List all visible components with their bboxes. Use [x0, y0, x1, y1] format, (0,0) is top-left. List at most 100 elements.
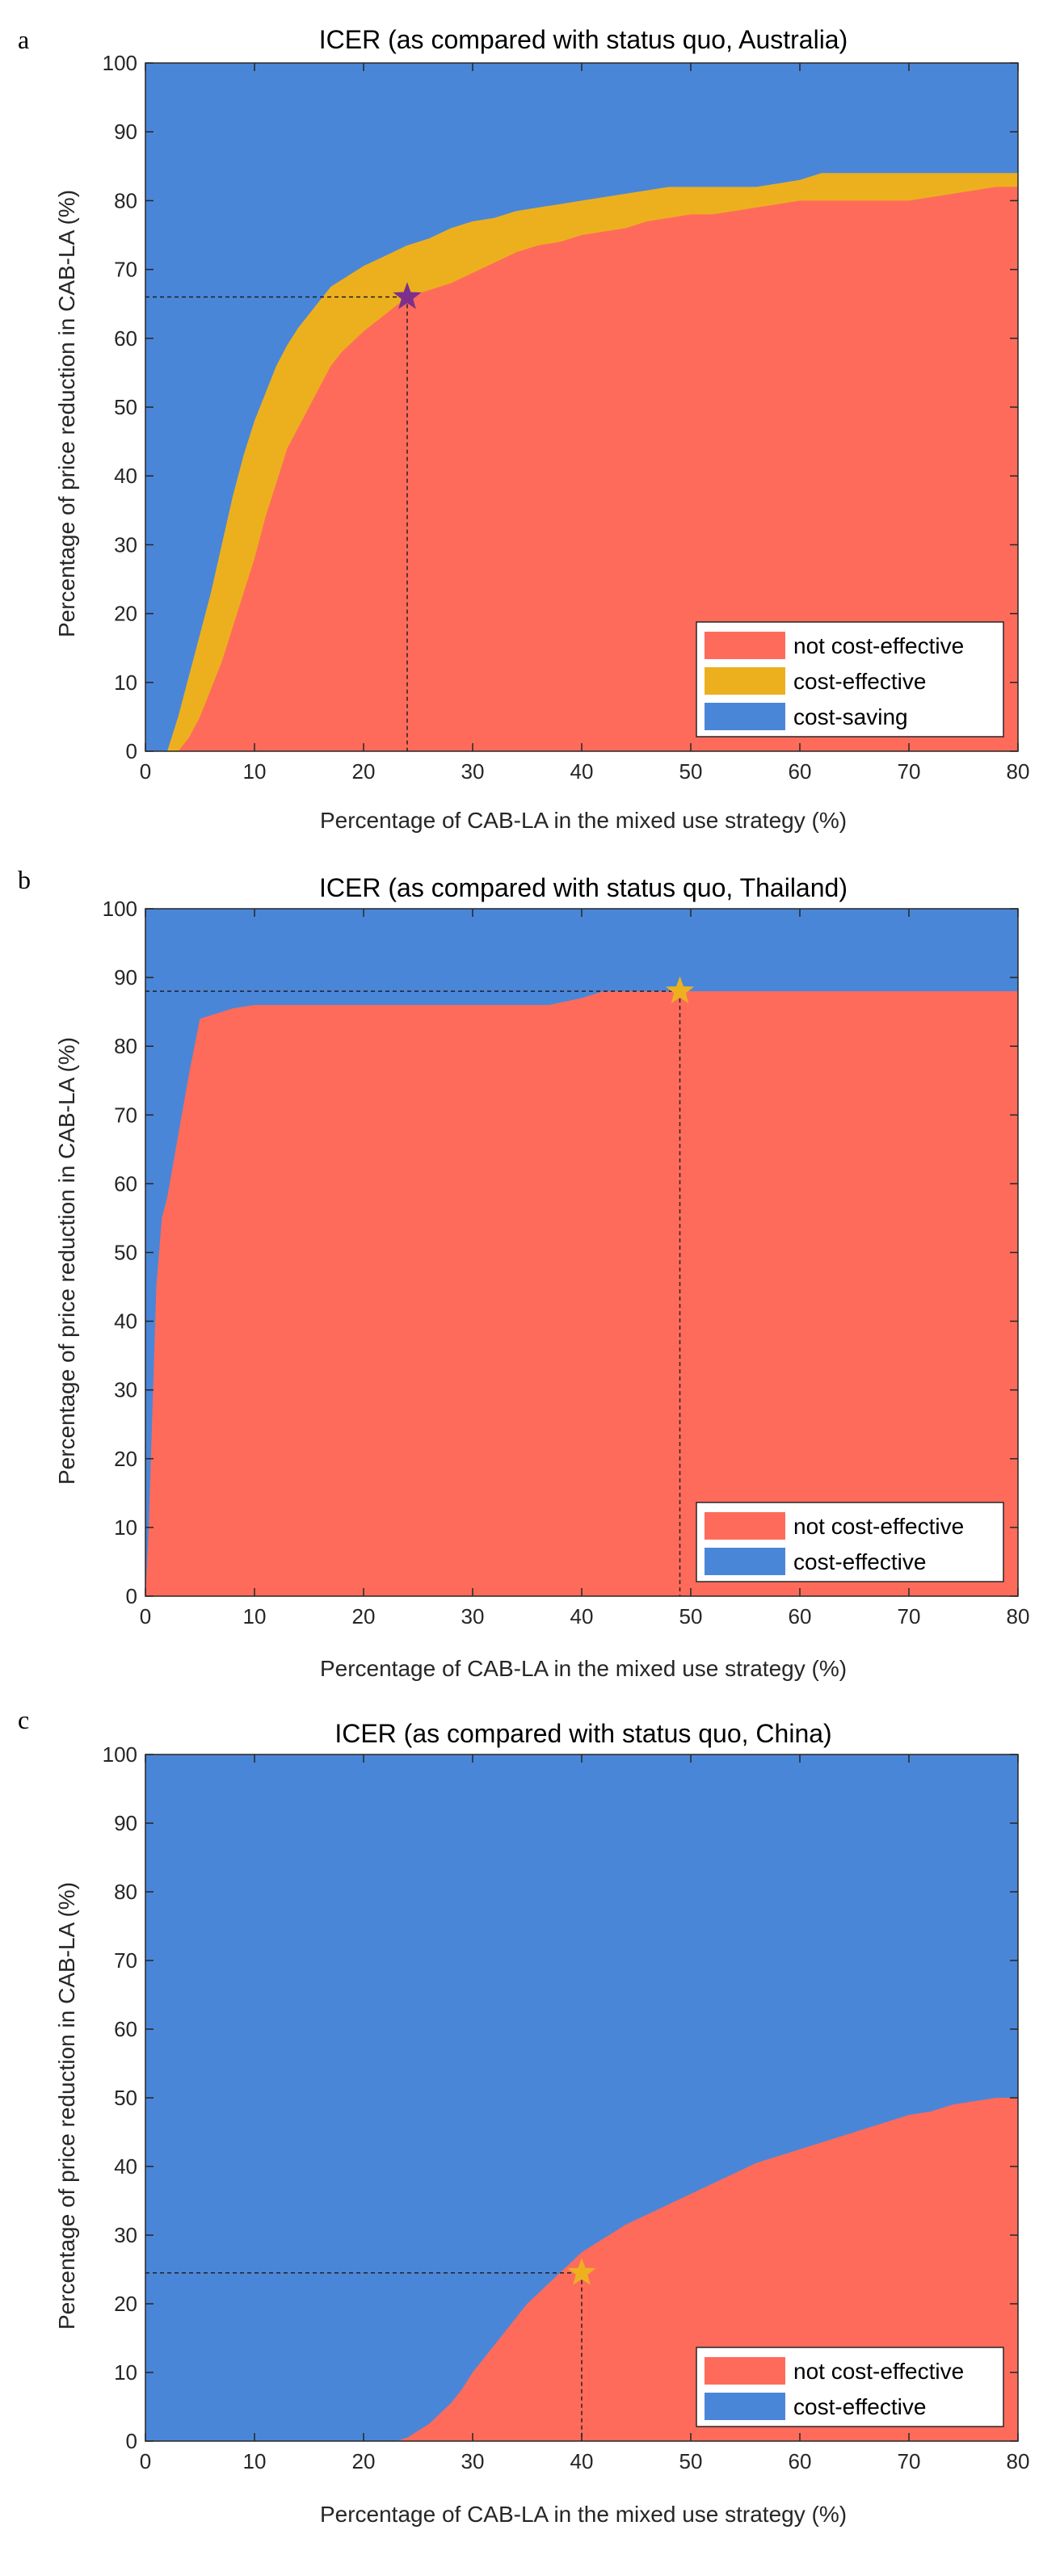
y-tick-label: 90: [114, 120, 137, 144]
y-tick-label: 30: [114, 1378, 137, 1402]
y-tick-label: 30: [114, 2223, 137, 2247]
x-tick-label: 60: [789, 1604, 812, 1628]
legend-label: cost-effective: [793, 1549, 926, 1574]
legend-label: not cost-effective: [793, 1514, 964, 1539]
y-tick-label: 0: [126, 2429, 137, 2453]
plot-area-c: 0 10 20 30 40 50 60 70 80 0 10 20 30 40 50 60 70 80 90 100 n…: [103, 1742, 1030, 2473]
x-tick-label: 50: [679, 2449, 703, 2473]
star-marker: [665, 976, 695, 1004]
x-tick-label: 30: [461, 759, 485, 784]
legend-label: cost-effective: [793, 669, 926, 694]
y-tick-label: 40: [114, 1309, 137, 1334]
y-tick-label: 0: [126, 739, 137, 763]
y-tick-label: 70: [114, 1948, 137, 1973]
x-axis-label-c: Percentage of CAB-LA in the mixed use st…: [320, 2502, 847, 2527]
legend-swatch: [705, 667, 785, 695]
plot-area-a: 0 10 20 30 40 50 60 70 80 0 10 20 30 40 50 60 70 80 90 100 n…: [103, 51, 1030, 784]
area-not-cost-effective: [145, 991, 1018, 1596]
x-axis-label-b: Percentage of CAB-LA in the mixed use st…: [320, 1656, 847, 1681]
y-tick-label: 90: [114, 1811, 137, 1835]
legend-label: cost-effective: [793, 2394, 926, 2419]
x-tick-label: 40: [570, 2449, 594, 2473]
legend-swatch: [705, 1548, 785, 1575]
y-tick-label: 20: [114, 602, 137, 626]
x-tick-label: 20: [352, 759, 376, 784]
y-tick-label: 40: [114, 2154, 137, 2179]
panel-b: b ICER (as compared with status quo, Tha…: [18, 865, 1029, 1681]
x-tick-label: 10: [243, 1604, 267, 1628]
x-tick-label: 40: [570, 1604, 594, 1628]
x-tick-label: 80: [1007, 759, 1030, 784]
x-tick-label: 40: [570, 759, 594, 784]
y-tick-label: 70: [114, 258, 137, 282]
chart-title-c: ICER (as compared with status quo, China…: [334, 1719, 831, 1748]
y-tick-label: 80: [114, 1880, 137, 1904]
y-tick-label: 0: [126, 1584, 137, 1608]
x-tick-label: 0: [140, 2449, 151, 2473]
x-tick-label: 50: [679, 759, 703, 784]
x-tick-label: 60: [789, 759, 812, 784]
legend-swatch: [705, 2393, 785, 2420]
x-tick-label: 10: [243, 2449, 267, 2473]
y-tick-label: 60: [114, 2017, 137, 2041]
x-tick-label: 20: [352, 1604, 376, 1628]
legend: not cost-effective cost-effective: [696, 2347, 1004, 2427]
y-tick-label: 100: [103, 51, 137, 75]
x-axis-label-a: Percentage of CAB-LA in the mixed use st…: [320, 808, 847, 833]
area-not-cost-effective: [145, 187, 1018, 751]
y-tick-label: 50: [114, 2086, 137, 2110]
x-tick-label: 80: [1007, 1604, 1030, 1628]
y-tick-label: 100: [103, 1742, 137, 1767]
x-tick-label: 70: [898, 759, 921, 784]
panel-letter-b: b: [18, 865, 31, 894]
y-tick-label: 90: [114, 965, 137, 990]
x-tick-label: 80: [1007, 2449, 1030, 2473]
x-tick-label: 70: [898, 1604, 921, 1628]
legend: not cost-effective cost-effective cost-sav…: [696, 621, 1004, 738]
legend-swatch: [705, 703, 785, 730]
x-tick-label: 0: [140, 759, 151, 784]
plot-area-b: 0 10 20 30 40 50 60 70 80 0 10 20 30 40 50 60 70 80 90 100 n…: [103, 897, 1030, 1628]
x-tick-label: 10: [243, 759, 267, 784]
x-tick-label: 50: [679, 1604, 703, 1628]
panel-c: c ICER (as compared with status quo, Chi…: [18, 1705, 1029, 2527]
y-tick-label: 10: [114, 1515, 137, 1540]
legend-swatch: [705, 1512, 785, 1540]
y-axis-label-c: Percentage of price reduction in CAB-LA …: [54, 1882, 79, 2330]
y-tick-label: 20: [114, 2292, 137, 2316]
legend-label: not cost-effective: [793, 2359, 964, 2384]
chart-title-a: ICER (as compared with status quo, Austr…: [319, 25, 848, 54]
y-tick-label: 80: [114, 188, 137, 212]
x-tick-label: 0: [140, 1604, 151, 1628]
y-tick-label: 60: [114, 326, 137, 351]
panel-letter-a: a: [18, 25, 29, 54]
y-tick-label: 50: [114, 395, 137, 419]
y-tick-label: 60: [114, 1171, 137, 1196]
panel-a: a ICER (as compared with status quo, Aus…: [18, 25, 1029, 833]
y-tick-label: 100: [103, 897, 137, 921]
legend-label: not cost-effective: [793, 633, 964, 658]
x-tick-label: 60: [789, 2449, 812, 2473]
legend-swatch: [705, 632, 785, 659]
y-tick-label: 80: [114, 1034, 137, 1058]
x-tick-label: 70: [898, 2449, 921, 2473]
legend: not cost-effective cost-effective: [696, 1502, 1004, 1582]
chart-title-b: ICER (as compared with status quo, Thail…: [319, 873, 848, 902]
x-tick-label: 30: [461, 2449, 485, 2473]
x-tick-label: 20: [352, 2449, 376, 2473]
y-axis-label-b: Percentage of price reduction in CAB-LA …: [54, 1037, 79, 1485]
legend-swatch: [705, 2357, 785, 2385]
y-tick-label: 10: [114, 670, 137, 695]
x-tick-label: 30: [461, 1604, 485, 1628]
y-tick-label: 30: [114, 532, 137, 557]
y-axis-label-a: Percentage of price reduction in CAB-LA …: [54, 190, 79, 637]
y-tick-label: 10: [114, 2360, 137, 2385]
legend-label: cost-saving: [793, 704, 908, 729]
y-tick-label: 50: [114, 1241, 137, 1265]
y-tick-label: 40: [114, 464, 137, 488]
star-marker: [393, 282, 422, 309]
star-marker: [567, 2258, 596, 2285]
y-tick-label: 70: [114, 1103, 137, 1127]
panel-letter-c: c: [18, 1705, 29, 1734]
